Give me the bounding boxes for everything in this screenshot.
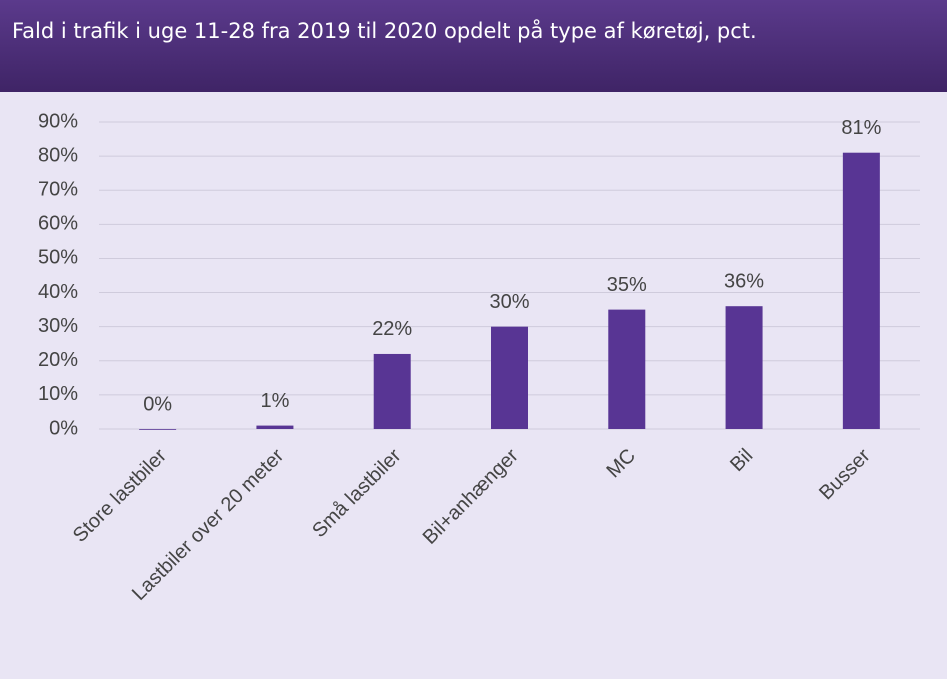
y-tick-label: 60% bbox=[38, 213, 78, 235]
data-label: 36% bbox=[724, 270, 764, 292]
data-label: 35% bbox=[607, 274, 647, 296]
bar bbox=[256, 425, 294, 429]
data-label: 22% bbox=[372, 318, 412, 340]
y-tick-label: 80% bbox=[38, 144, 78, 166]
bar bbox=[491, 326, 528, 429]
bar bbox=[608, 309, 646, 429]
data-label: 81% bbox=[841, 117, 881, 139]
y-tick-label: 20% bbox=[38, 349, 78, 371]
chart-title: Fald i trafik i uge 11-28 fra 2019 til 2… bbox=[12, 18, 757, 43]
data-label: 1% bbox=[260, 390, 289, 412]
bar bbox=[842, 152, 880, 429]
y-tick-label: 10% bbox=[38, 383, 78, 405]
y-tick-label: 30% bbox=[38, 315, 78, 337]
data-label: 0% bbox=[143, 393, 172, 415]
y-tick-label: 70% bbox=[38, 179, 78, 201]
header bbox=[0, 0, 947, 92]
y-tick-label: 0% bbox=[49, 417, 78, 439]
y-tick-label: 40% bbox=[38, 281, 78, 303]
data-label: 30% bbox=[489, 291, 529, 313]
bar bbox=[725, 306, 763, 429]
y-tick-label: 50% bbox=[38, 247, 78, 269]
bar bbox=[139, 429, 177, 430]
bar bbox=[373, 353, 411, 429]
y-tick-label: 90% bbox=[38, 110, 78, 132]
